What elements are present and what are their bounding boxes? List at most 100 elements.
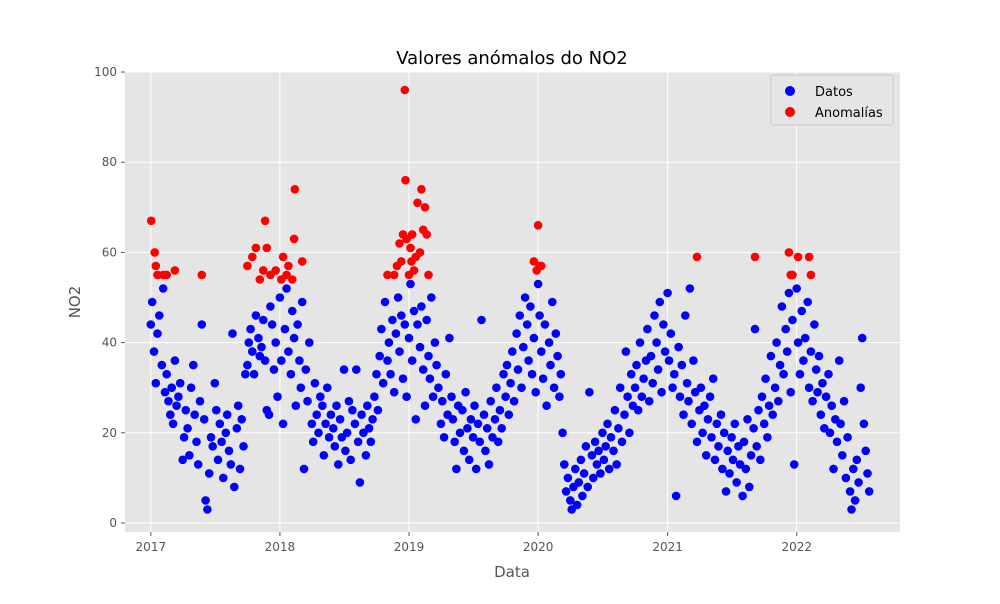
data-point [538, 374, 548, 384]
data-point [727, 433, 736, 442]
x-tick-label: 2018 [265, 540, 296, 554]
anomaly-point [788, 270, 797, 280]
data-point [827, 401, 836, 411]
data-point [384, 338, 394, 347]
data-point [677, 360, 687, 370]
data-point [413, 320, 422, 329]
data-point [861, 446, 870, 456]
data-point [782, 347, 792, 356]
legend-box [770, 74, 894, 126]
data-point [583, 482, 592, 492]
data-point [643, 324, 652, 334]
data-point [291, 401, 301, 411]
data-point [404, 333, 414, 343]
data-point [497, 424, 507, 433]
data-point [681, 311, 690, 320]
anomaly-point [417, 185, 426, 194]
data-point [710, 455, 720, 465]
data-point [259, 315, 268, 325]
data-point [759, 419, 769, 429]
data-point [852, 455, 862, 465]
anomaly-point [424, 270, 433, 280]
data-point [701, 451, 711, 460]
data-point [621, 347, 631, 356]
data-point [703, 415, 713, 424]
data-point [504, 410, 514, 420]
data-point [277, 356, 286, 365]
y-tick-label: 60 [102, 245, 117, 259]
data-point [821, 392, 831, 402]
data-point [766, 351, 776, 361]
data-point [193, 460, 203, 469]
data-point [659, 320, 668, 329]
data-point [375, 351, 385, 361]
y-tick-label: 40 [102, 336, 117, 350]
data-point [222, 410, 232, 420]
data-point [635, 338, 645, 347]
data-point [470, 401, 479, 411]
data-point [186, 383, 196, 393]
y-tick-label: 0 [109, 516, 117, 530]
data-point [424, 351, 433, 361]
data-point [210, 378, 220, 388]
anomaly-point [397, 257, 406, 266]
data-point [473, 419, 483, 429]
data-point [599, 455, 609, 465]
data-point [235, 464, 245, 474]
data-point [746, 451, 756, 460]
data-point [856, 383, 865, 393]
data-point [639, 374, 648, 384]
data-point [757, 392, 767, 402]
data-point [147, 297, 157, 307]
data-point [777, 302, 787, 311]
data-point [339, 365, 349, 374]
data-point [146, 320, 156, 329]
anomaly-point [290, 185, 300, 194]
data-point [540, 320, 550, 329]
data-point [604, 464, 614, 474]
data-point [696, 383, 706, 393]
data-point [519, 342, 528, 352]
anomaly-point [262, 243, 272, 253]
data-point [310, 378, 320, 388]
data-point [199, 415, 209, 424]
data-point [561, 487, 571, 496]
data-point [397, 311, 406, 320]
data-point [663, 288, 672, 298]
anomaly-point [151, 261, 161, 271]
data-point [685, 284, 695, 293]
series-anomalias [146, 85, 816, 284]
data-point [436, 419, 446, 429]
data-point [463, 424, 472, 433]
data-point [606, 433, 616, 442]
data-point [445, 333, 454, 343]
data-point [155, 311, 164, 320]
data-point [520, 293, 530, 302]
data-point [493, 437, 503, 447]
data-point [168, 419, 178, 429]
data-point [391, 329, 401, 338]
data-point [655, 297, 665, 307]
data-point [517, 383, 526, 393]
data-point [388, 315, 397, 325]
data-point [772, 338, 781, 347]
data-point [623, 392, 632, 402]
data-point [707, 433, 716, 442]
data-point [795, 369, 805, 379]
data-point [166, 410, 175, 420]
data-point [560, 460, 569, 469]
data-point [770, 383, 780, 393]
x-tick-label: 2022 [781, 540, 812, 554]
data-point [756, 455, 765, 465]
data-point [741, 464, 751, 474]
data-point [316, 392, 325, 402]
data-point [228, 329, 237, 338]
data-point [149, 347, 159, 356]
data-point [361, 451, 371, 460]
data-point [455, 428, 465, 438]
data-point [682, 378, 692, 388]
data-point [598, 428, 607, 438]
data-point [203, 505, 212, 514]
data-point [752, 442, 761, 451]
data-point [217, 437, 226, 447]
